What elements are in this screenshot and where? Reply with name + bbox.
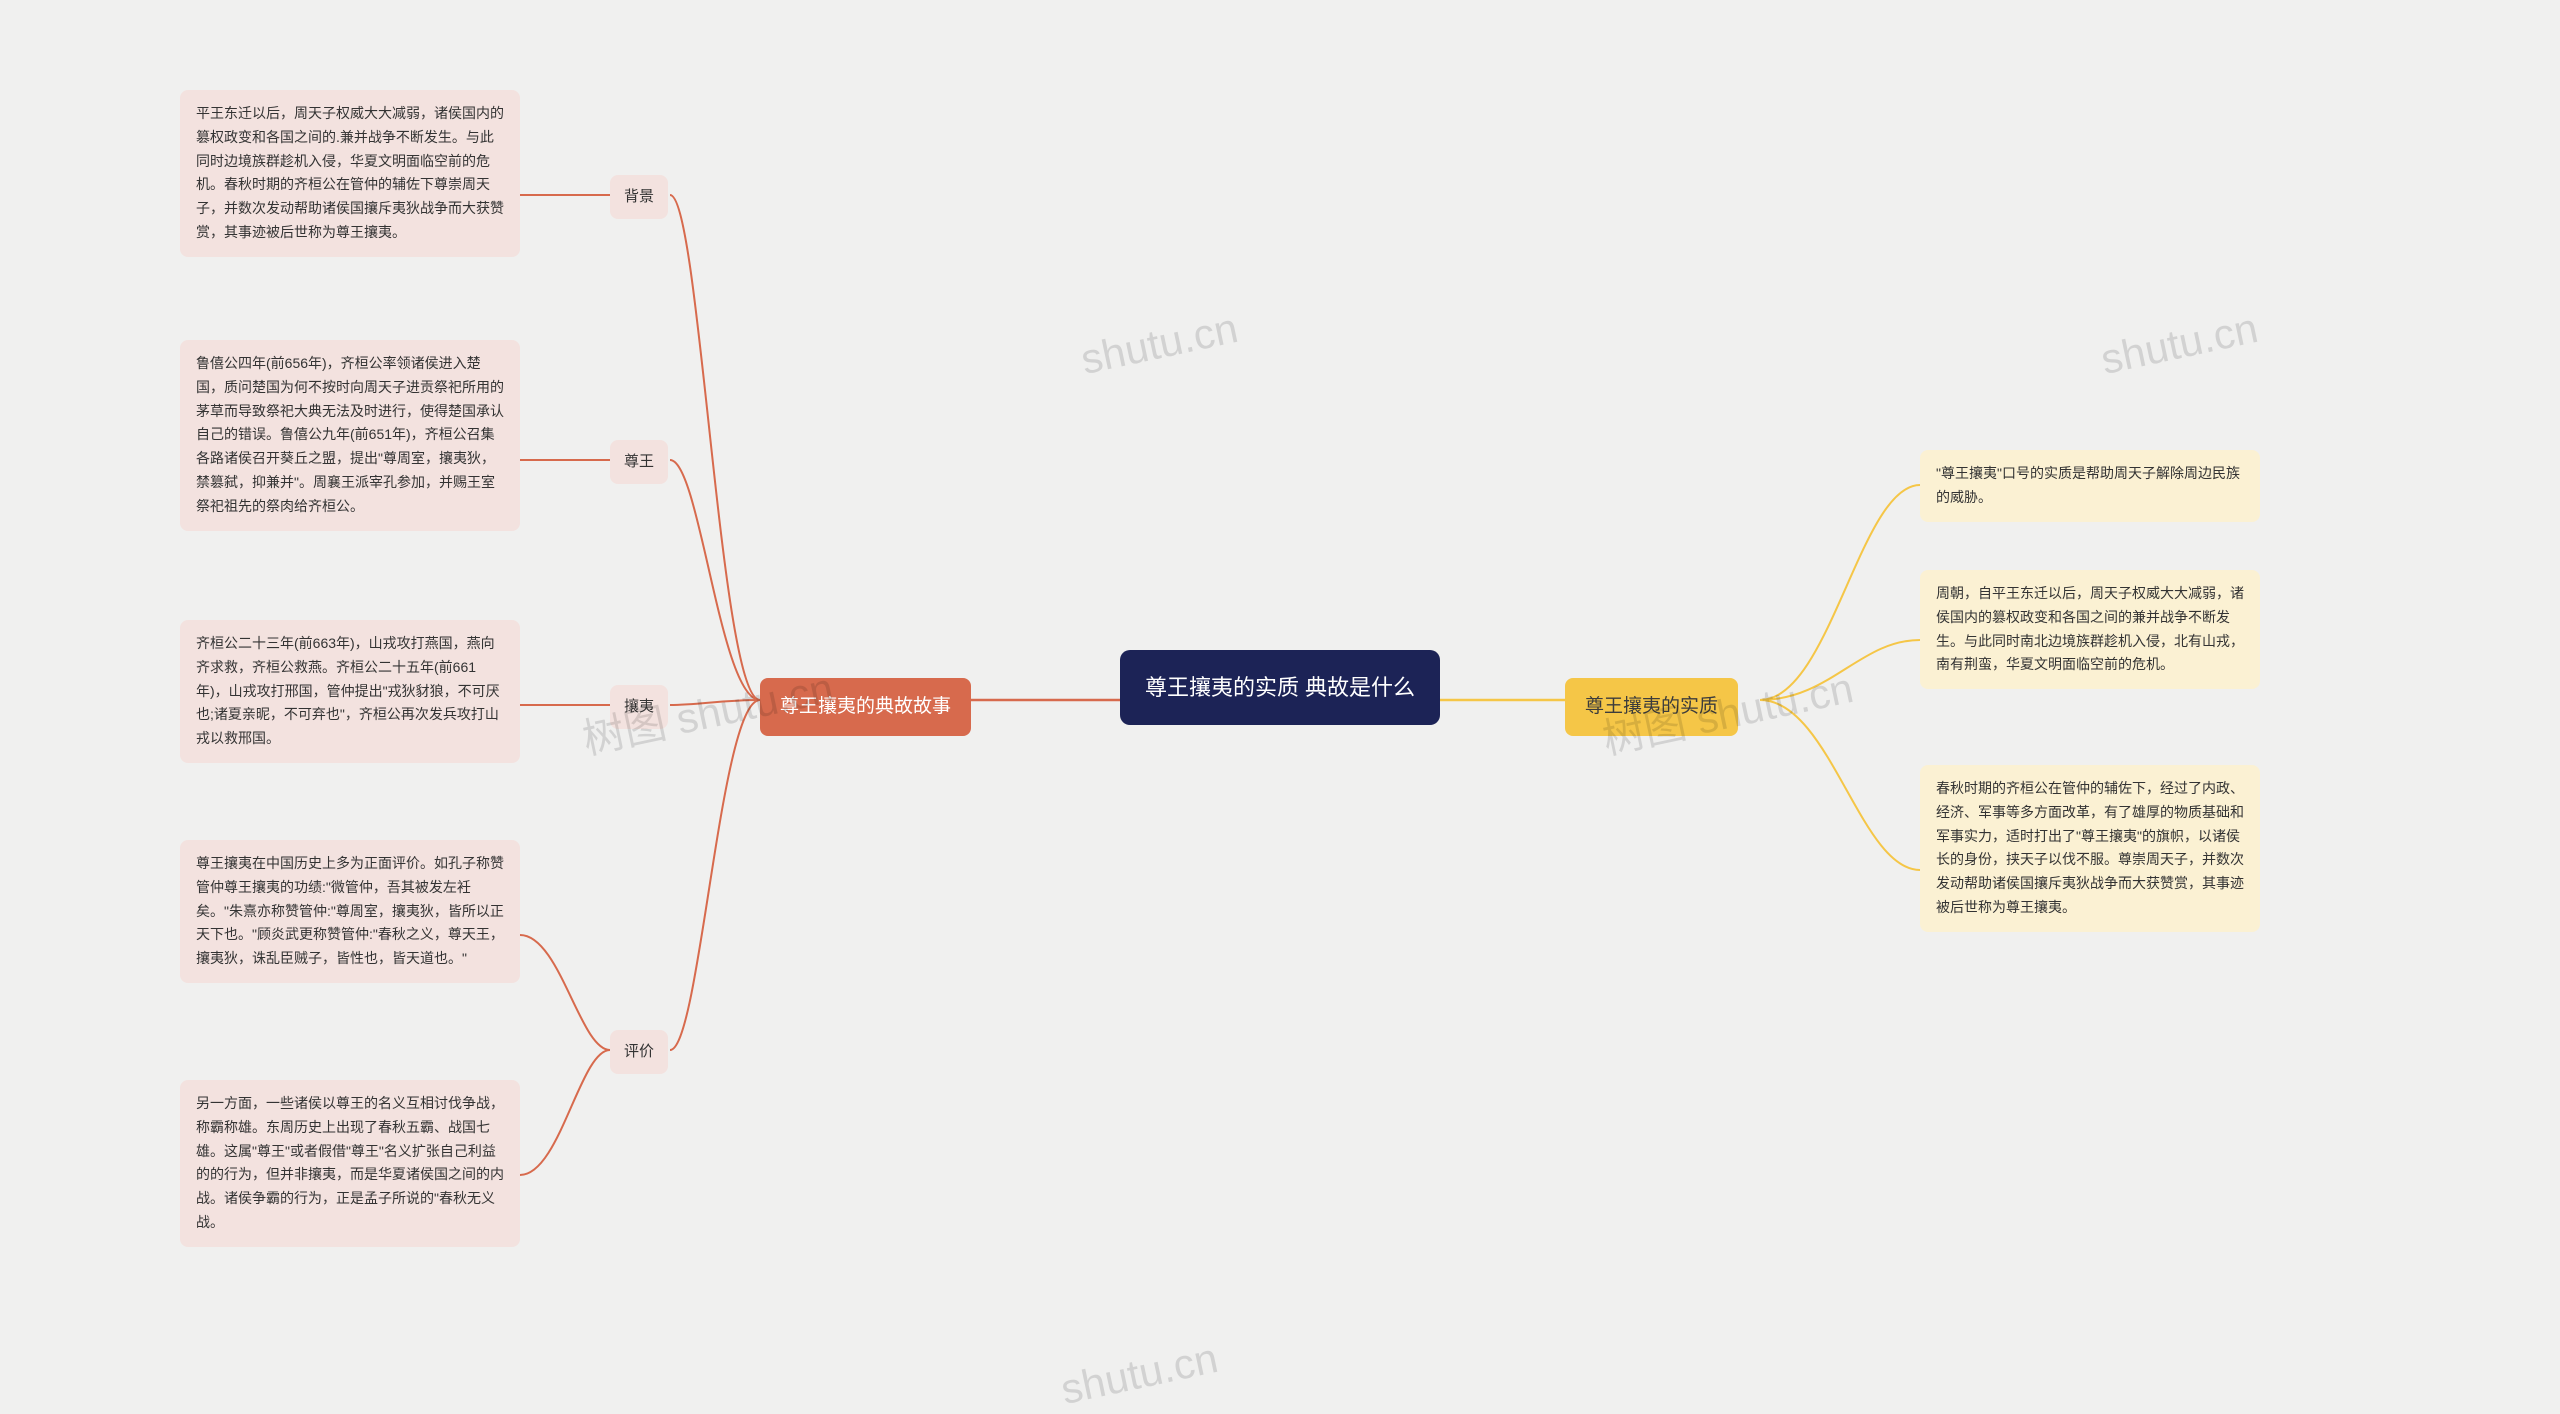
sub-background-label: 背景 — [624, 188, 654, 205]
root-text: 尊王攘夷的实质 典故是什么 — [1145, 675, 1415, 700]
leaf-zw1[interactable]: 鲁僖公四年(前656年)，齐桓公率领诸侯进入楚国，质问楚国为何不按时向周天子进贡… — [180, 340, 520, 531]
sub-zunwang-label: 尊王 — [624, 453, 654, 470]
right-branch-node[interactable]: 尊王攘夷的实质 — [1565, 678, 1738, 736]
leaf-bg1[interactable]: 平王东迁以后，周天子权威大大减弱，诸侯国内的篡权政变和各国之间的.兼并战争不断发… — [180, 90, 520, 257]
leaf-r3[interactable]: 春秋时期的齐桓公在管仲的辅佐下，经过了内政、经济、军事等多方面改革，有了雄厚的物… — [1920, 765, 2260, 932]
leaf-zw1-text: 鲁僖公四年(前656年)，齐桓公率领诸侯进入楚国，质问楚国为何不按时向周天子进贡… — [196, 355, 504, 514]
leaf-pj2-text: 另一方面，一些诸侯以尊王的名义互相讨伐争战，称霸称雄。东周历史上出现了春秋五霸、… — [196, 1095, 504, 1230]
leaf-bg1-text: 平王东迁以后，周天子权威大大减弱，诸侯国内的篡权政变和各国之间的.兼并战争不断发… — [196, 105, 504, 240]
leaf-pj2[interactable]: 另一方面，一些诸侯以尊王的名义互相讨伐争战，称霸称雄。东周历史上出现了春秋五霸、… — [180, 1080, 520, 1247]
left-branch-label: 尊王攘夷的典故故事 — [780, 696, 951, 717]
leaf-pj1[interactable]: 尊王攘夷在中国历史上多为正面评价。如孔子称赞管仲尊王攘夷的功绩:"微管仲，吾其被… — [180, 840, 520, 983]
leaf-pj1-text: 尊王攘夷在中国历史上多为正面评价。如孔子称赞管仲尊王攘夷的功绩:"微管仲，吾其被… — [196, 855, 504, 966]
sub-pingjia-label: 评价 — [624, 1043, 654, 1060]
watermark: shutu.cn — [2097, 304, 2262, 384]
sub-pingjia[interactable]: 评价 — [610, 1030, 668, 1074]
watermark: shutu.cn — [1077, 304, 1242, 384]
root-node[interactable]: 尊王攘夷的实质 典故是什么 — [1120, 650, 1440, 725]
sub-rangyi-label: 攘夷 — [624, 698, 654, 715]
leaf-r2[interactable]: 周朝，自平王东迁以后，周天子权威大大减弱，诸侯国内的篡权政变和各国之间的兼并战争… — [1920, 570, 2260, 689]
leaf-r1-text: "尊王攘夷"口号的实质是帮助周天子解除周边民族的威胁。 — [1936, 465, 2240, 505]
sub-rangyi[interactable]: 攘夷 — [610, 685, 668, 729]
leaf-ry1-text: 齐桓公二十三年(前663年)，山戎攻打燕国，燕向齐求救，齐桓公救燕。齐桓公二十五… — [196, 635, 500, 746]
leaf-ry1[interactable]: 齐桓公二十三年(前663年)，山戎攻打燕国，燕向齐求救，齐桓公救燕。齐桓公二十五… — [180, 620, 520, 763]
leaf-r1[interactable]: "尊王攘夷"口号的实质是帮助周天子解除周边民族的威胁。 — [1920, 450, 2260, 522]
leaf-r2-text: 周朝，自平王东迁以后，周天子权威大大减弱，诸侯国内的篡权政变和各国之间的兼并战争… — [1936, 585, 2244, 672]
sub-zunwang[interactable]: 尊王 — [610, 440, 668, 484]
sub-background[interactable]: 背景 — [610, 175, 668, 219]
left-branch-node[interactable]: 尊王攘夷的典故故事 — [760, 678, 971, 736]
leaf-r3-text: 春秋时期的齐桓公在管仲的辅佐下，经过了内政、经济、军事等多方面改革，有了雄厚的物… — [1936, 780, 2244, 915]
right-branch-label: 尊王攘夷的实质 — [1585, 696, 1718, 717]
watermark: shutu.cn — [1057, 1334, 1222, 1414]
